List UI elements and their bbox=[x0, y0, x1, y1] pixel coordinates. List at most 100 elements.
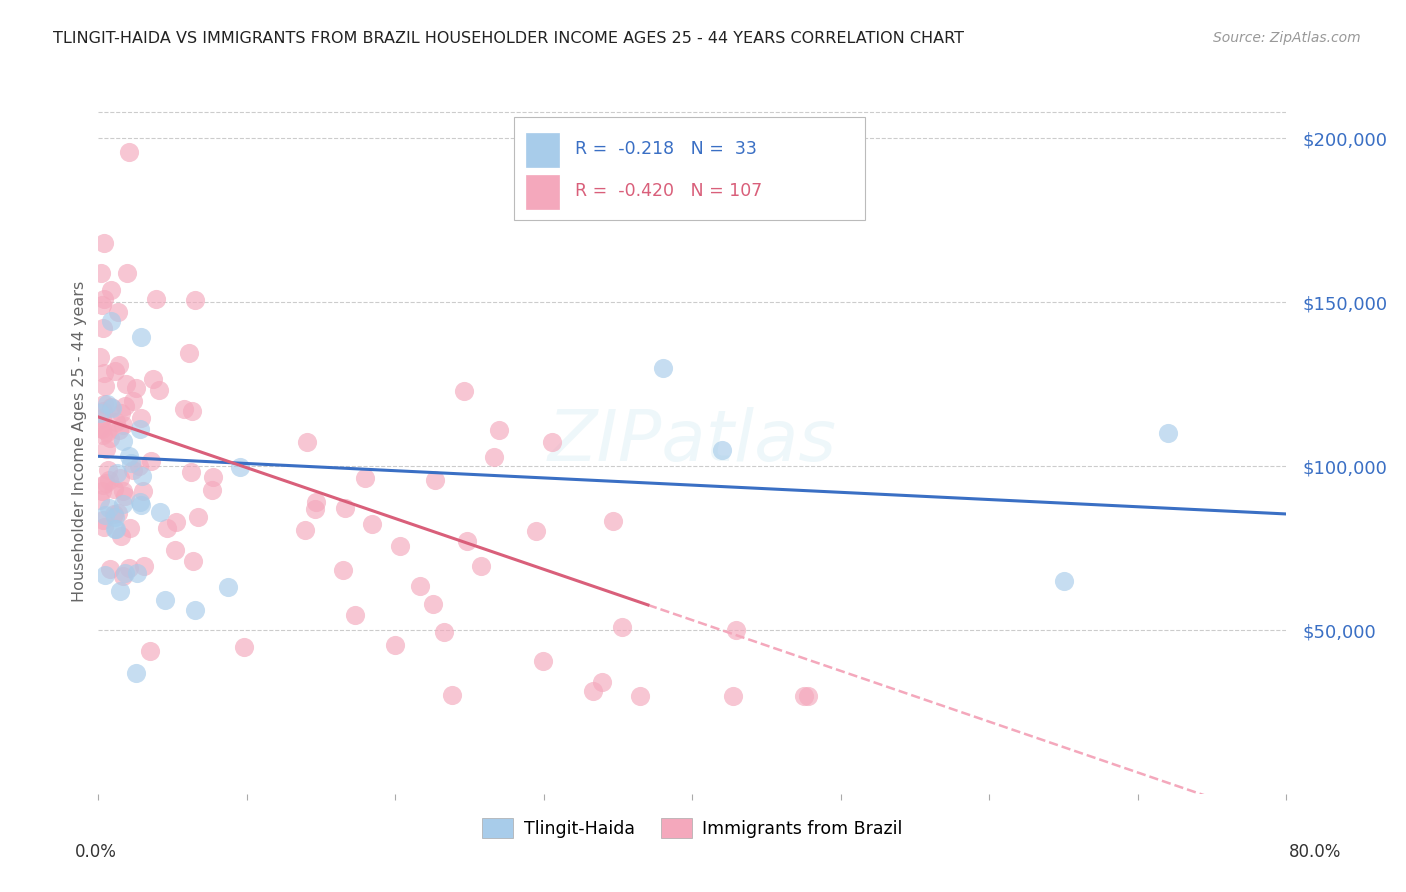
Point bbox=[93, 366, 115, 380]
Point bbox=[456, 534, 478, 549]
Point bbox=[228, 459, 250, 474]
Text: 0.0%: 0.0% bbox=[75, 843, 117, 861]
Point bbox=[155, 593, 177, 607]
Point bbox=[186, 509, 208, 524]
Point bbox=[304, 501, 326, 516]
Point bbox=[201, 483, 224, 497]
Point bbox=[181, 554, 204, 568]
Point bbox=[305, 495, 328, 509]
Y-axis label: Householder Income Ages 25 - 44 years: Householder Income Ages 25 - 44 years bbox=[72, 281, 87, 602]
Text: R =  -0.420   N = 107: R = -0.420 N = 107 bbox=[575, 182, 762, 201]
Point bbox=[333, 501, 356, 516]
Point bbox=[108, 584, 131, 599]
Point bbox=[91, 513, 114, 527]
Point bbox=[166, 515, 188, 529]
Point bbox=[142, 371, 165, 385]
Point bbox=[104, 364, 127, 378]
Point bbox=[488, 423, 510, 437]
Point bbox=[128, 458, 150, 473]
Point bbox=[114, 399, 136, 413]
Point bbox=[721, 689, 744, 703]
Point bbox=[98, 432, 121, 446]
Point bbox=[1156, 426, 1178, 441]
Point bbox=[145, 293, 167, 307]
Point bbox=[127, 566, 149, 580]
Point bbox=[91, 298, 114, 312]
Point bbox=[125, 666, 148, 681]
Point bbox=[115, 266, 138, 280]
Point bbox=[524, 524, 547, 538]
Point bbox=[101, 401, 124, 415]
Point bbox=[120, 456, 142, 470]
Point bbox=[408, 579, 430, 593]
Point bbox=[104, 509, 127, 524]
Point bbox=[110, 406, 132, 420]
Point bbox=[104, 416, 127, 430]
Point bbox=[93, 568, 115, 582]
Point bbox=[628, 689, 651, 703]
Point bbox=[129, 499, 152, 513]
Point bbox=[90, 483, 112, 498]
Point bbox=[98, 500, 121, 515]
Point bbox=[360, 516, 382, 531]
Point bbox=[181, 404, 204, 418]
Point bbox=[103, 483, 125, 497]
Point bbox=[332, 563, 354, 577]
Point bbox=[89, 350, 111, 364]
Point bbox=[108, 359, 131, 373]
Point bbox=[134, 558, 156, 573]
Point bbox=[94, 475, 117, 490]
Point bbox=[131, 483, 153, 498]
Text: R =  -0.218   N =  33: R = -0.218 N = 33 bbox=[575, 140, 756, 158]
Point bbox=[294, 524, 316, 538]
Point bbox=[295, 434, 318, 449]
Point bbox=[354, 471, 377, 485]
Point bbox=[531, 654, 554, 668]
Point bbox=[343, 608, 366, 623]
Point bbox=[118, 560, 141, 574]
Point bbox=[91, 428, 114, 442]
Point bbox=[384, 638, 406, 652]
Text: 80.0%: 80.0% bbox=[1288, 843, 1341, 861]
Bar bbox=[515, 118, 865, 219]
Text: Source: ZipAtlas.com: Source: ZipAtlas.com bbox=[1213, 31, 1361, 45]
Point bbox=[89, 492, 111, 507]
Point bbox=[118, 450, 141, 464]
Point bbox=[98, 473, 121, 487]
Point bbox=[389, 539, 412, 553]
Point bbox=[104, 522, 127, 536]
Point bbox=[129, 422, 152, 436]
Point bbox=[602, 514, 624, 528]
Point bbox=[100, 314, 122, 328]
Point bbox=[89, 406, 111, 420]
Point bbox=[103, 507, 125, 521]
Point bbox=[201, 470, 224, 484]
Point bbox=[796, 689, 818, 703]
Point bbox=[96, 463, 118, 477]
Point bbox=[94, 442, 117, 456]
Bar bbox=[526, 175, 560, 209]
Point bbox=[110, 529, 132, 543]
Point bbox=[105, 522, 128, 536]
Point bbox=[93, 397, 115, 411]
Point bbox=[93, 520, 115, 534]
Point bbox=[114, 566, 136, 580]
Point bbox=[91, 478, 114, 492]
Point bbox=[100, 400, 122, 414]
Point bbox=[139, 644, 162, 658]
Bar bbox=[526, 133, 560, 167]
Point bbox=[93, 235, 115, 250]
Point bbox=[131, 469, 153, 483]
Point bbox=[112, 417, 135, 432]
Point bbox=[173, 401, 195, 416]
Point bbox=[453, 384, 475, 398]
Point bbox=[232, 640, 254, 654]
Point bbox=[129, 410, 152, 425]
Point bbox=[129, 329, 152, 343]
Point bbox=[129, 495, 152, 509]
Point bbox=[111, 484, 134, 499]
Point bbox=[1053, 574, 1076, 588]
Point bbox=[148, 383, 170, 397]
Legend: Tlingit-Haida, Immigrants from Brazil: Tlingit-Haida, Immigrants from Brazil bbox=[475, 811, 910, 845]
Point bbox=[440, 688, 463, 702]
